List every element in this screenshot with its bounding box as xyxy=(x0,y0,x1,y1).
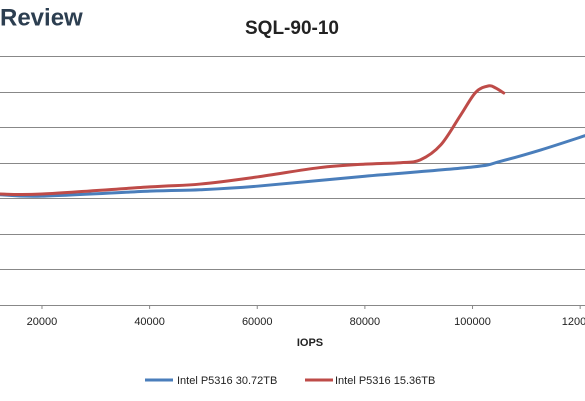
x-tick-label: 20000 xyxy=(27,316,58,328)
x-tick-label: 120000 xyxy=(562,316,585,328)
x-tick-label: 40000 xyxy=(134,316,165,328)
chart-title: SQL-90-10 xyxy=(245,18,339,39)
legend-label: Intel P5316 30.72TB xyxy=(177,375,277,387)
data-line xyxy=(0,134,585,198)
brand-logo: Review xyxy=(0,4,83,31)
data-line xyxy=(0,84,506,197)
x-tick-label: 80000 xyxy=(350,316,381,328)
x-axis-label: IOPS xyxy=(297,337,323,349)
x-tick-label: 60000 xyxy=(242,316,273,328)
x-tick-label: 100000 xyxy=(454,316,491,328)
legend-label: Intel P5316 15.36TB xyxy=(335,375,435,387)
